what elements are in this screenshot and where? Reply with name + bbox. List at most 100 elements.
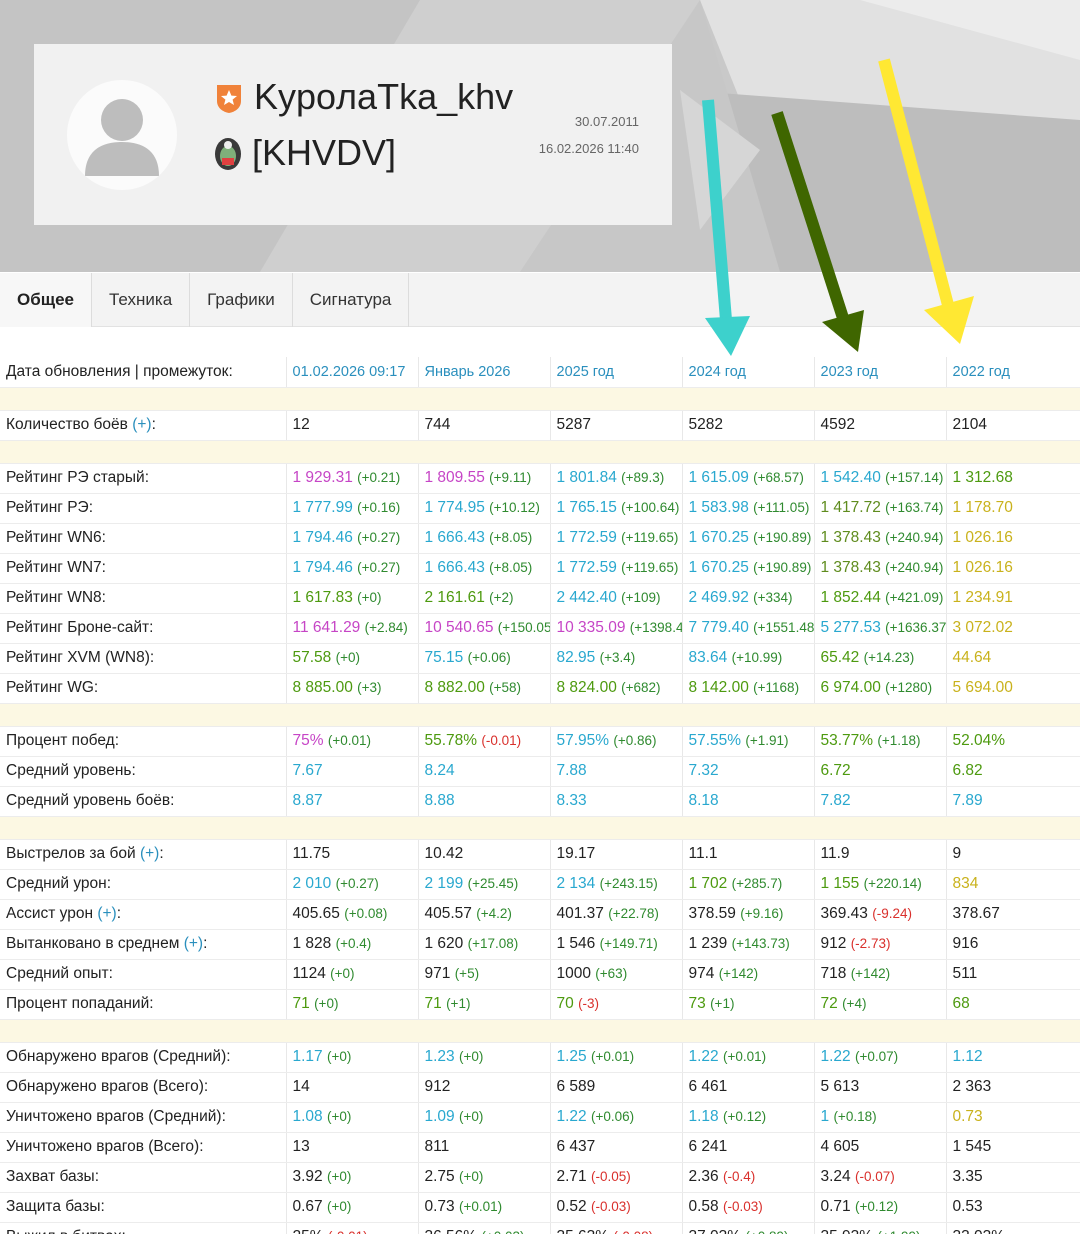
avatar-icon [67,80,177,190]
column-header-2025[interactable]: 2025 год [549,357,682,388]
stat-value: 10.42 [424,845,464,862]
stat-delta: (+1.18) [877,733,921,748]
row-label-text: Ассист урон [6,905,94,922]
stat-delta: (+0.21) [357,470,401,485]
table-row: Средний урон: 2 010 (+0.27) 2 199 (+25.45)… [0,869,1080,900]
profile-header: KypoлaTka_khv [KHVDV] 30.07.2011 16.02.2… [0,0,1080,272]
stat-value: 1000 [556,965,591,982]
stat-cell: 3.35 [945,1162,1080,1193]
tab-charts[interactable]: Графики [190,273,293,327]
stat-delta: (+285.7) [731,876,783,891]
stat-cell: 10 335.09 (+1398.4) [549,613,682,644]
row-label-text: Обнаружено врагов (Средний): [6,1048,231,1065]
stat-value: 1 765.15 [556,499,617,516]
expand-plus-link[interactable]: (+) [139,845,160,862]
stat-value: 10 540.65 [424,619,494,636]
stat-value: 744 [424,416,451,433]
row-label-text: Рейтинг РЭ старый: [6,469,150,486]
stat-delta: (+0) [335,650,360,665]
table-row: Средний уровень боёв: 8.87 8.88 8.33 8.18 7.8… [0,786,1080,817]
profile-card: KypoлaTka_khv [KHVDV] 30.07.2011 16.02.2… [34,44,672,225]
stat-value: 2 161.61 [424,589,485,606]
expand-plus-link[interactable]: (+) [97,905,117,922]
row-label-text: Средний опыт: [6,965,113,982]
row-label: Рейтинг XVM (WN8): [0,643,286,674]
table-row: Средний опыт: 1124 (+0) 971 (+5) 1000 (+63)… [0,959,1080,990]
stat-cell: 25% (-0.01) [285,1222,418,1234]
stat-delta: (-0.08) [613,1229,653,1234]
stat-cell: 744 [417,410,550,441]
clan-tag[interactable]: [KHVDV] [252,132,397,173]
tab-vehicles[interactable]: Техника [92,273,191,327]
column-header-2023[interactable]: 2023 год [813,357,946,388]
stat-cell: 4 605 [813,1132,946,1163]
stat-value: 1 239 [688,935,728,952]
stat-value: 0.73 [424,1198,455,1215]
stat-delta: (+149.71) [599,936,658,951]
stat-cell: 11.75 [285,839,418,870]
stats-table: Дата обновления | промежуток: 01.02.2026… [0,357,1080,1234]
stat-cell: 378.59 (+9.16) [681,899,814,930]
table-row: Выстрелов за бой (+): 11.75 10.42 19.17 11.1… [0,839,1080,870]
expand-plus-link[interactable]: (+) [183,935,204,952]
stat-value: 12 [292,416,310,433]
stat-value: 1.22 [820,1048,851,1065]
stat-cell: 1 617.83 (+0) [285,583,418,614]
row-label: Обнаружено врагов (Всего): [0,1072,286,1103]
tab-signature[interactable]: Сигнатура [293,273,410,327]
stat-cell: 1 794.46 (+0.27) [285,553,418,584]
table-row: Рейтинг XVM (WN8): 57.58 (+0) 75.15 (+0.06… [0,643,1080,674]
stat-value: 3.92 [292,1168,323,1185]
stat-delta: (+0) [458,1169,484,1184]
stat-cell: 378.67 [945,899,1080,930]
stat-cell: 1 852.44 (+421.09) [813,583,946,614]
stat-value: 1 794.46 [292,529,353,546]
stat-cell: 2.36 (-0.4) [681,1162,814,1193]
stat-delta: (+143.73) [731,936,790,951]
stat-delta: (+14.23) [863,650,915,665]
stat-delta: (+58) [489,680,522,695]
stat-cell: 13 [285,1132,418,1163]
row-label-text: Средний уровень боёв: [6,792,175,809]
stat-delta: (+0.06) [590,1109,635,1124]
stat-delta: (-9.24) [872,906,912,921]
stat-delta: (+0) [330,966,355,981]
stat-value: 35.63% [557,1228,610,1234]
stat-delta: (-0.4) [722,1169,756,1184]
stat-cell: 2 363 [945,1072,1080,1103]
stat-value: 405.57 [424,905,472,922]
stat-cell: 1.22 (+0.06) [549,1102,682,1133]
row-label: Рейтинг WG: [0,673,286,704]
stat-cell: 405.65 (+0.08) [285,899,418,930]
section-separator [0,1019,1080,1043]
stat-delta: (+150.05) [497,620,550,635]
stat-value: 8 885.00 [292,679,353,696]
stat-cell: 1 828 (+0.4) [285,929,418,960]
expand-plus-link[interactable]: (+) [132,416,152,433]
column-header-jan-2026[interactable]: Январь 2026 [417,357,550,388]
clan-emblem-icon[interactable] [213,136,243,172]
stat-delta: (+0) [314,996,339,1011]
row-label: Защита базы: [0,1192,286,1223]
stat-cell: 3.24 (-0.07) [813,1162,946,1193]
stat-value: 1 026.16 [952,529,1013,546]
stat-delta: (-0.01) [481,733,522,748]
stat-delta: (+119.65) [621,530,679,545]
stat-cell: 5282 [681,410,814,441]
row-label: Рейтинг Броне-сайт: [0,613,286,644]
stat-value: 369.43 [820,905,868,922]
row-label: Рейтинг WN7: [0,553,286,584]
stat-delta: (+1) [446,996,471,1011]
stat-cell: 1 417.72 (+163.74) [813,493,946,524]
stat-value: 8 142.00 [688,679,749,696]
column-header-2022[interactable]: 2022 год [945,357,1080,388]
stat-value: 834 [952,875,979,892]
column-header-date[interactable]: 01.02.2026 09:17 [285,357,418,388]
stat-value: 1.09 [424,1108,455,1125]
stat-cell: 2 442.40 (+109) [549,583,682,614]
stat-cell: 19.17 [549,839,682,870]
tab-general[interactable]: Общее [0,273,92,327]
column-header-2024[interactable]: 2024 год [681,357,814,388]
stat-cell: 75.15 (+0.06) [417,643,550,674]
row-label-text: Уничтожено врагов (Всего): [6,1138,204,1155]
